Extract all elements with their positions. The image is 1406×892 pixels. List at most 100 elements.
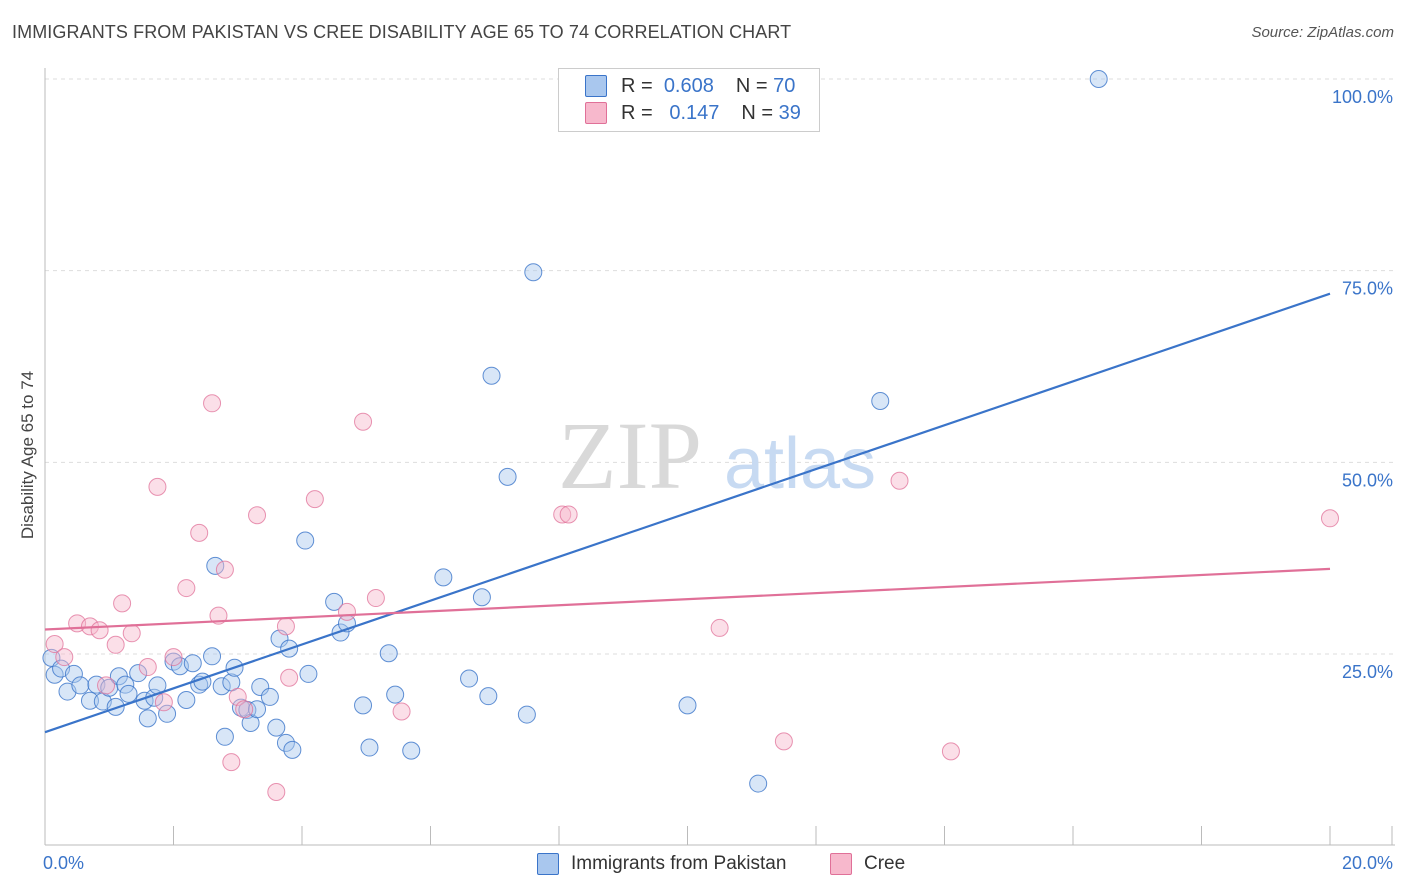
- legend-r-value-1: 0.608: [663, 74, 714, 97]
- gridlines: [45, 78, 1395, 655]
- bottom-legend-swatch-blue: [537, 853, 559, 875]
- point-pakistan: [325, 592, 344, 611]
- point-cree: [203, 394, 222, 413]
- point-cree: [122, 624, 141, 643]
- trend-lines: [44, 292, 1331, 734]
- legend-row-cree: R = 0.147 N = 39: [585, 100, 801, 126]
- point-pakistan: [71, 676, 90, 695]
- point-pakistan: [203, 647, 222, 666]
- point-cree: [305, 490, 324, 509]
- point-cree: [267, 783, 286, 801]
- y-tick-label: 50.0%: [1342, 470, 1393, 490]
- point-pakistan: [402, 741, 421, 760]
- point-pakistan: [386, 685, 405, 704]
- point-cree: [354, 412, 373, 431]
- point-pakistan: [129, 664, 148, 683]
- bottom-legend-cree: Cree: [830, 852, 905, 876]
- point-cree: [222, 753, 241, 772]
- y-tick-label: 75.0%: [1342, 279, 1393, 299]
- point-pakistan: [299, 664, 318, 683]
- point-pakistan: [678, 696, 697, 715]
- point-pakistan: [434, 568, 453, 587]
- bottom-legend-label-cree: Cree: [864, 853, 906, 874]
- point-pakistan: [871, 392, 890, 410]
- point-cree: [209, 606, 228, 625]
- legend-r-label: R =: [621, 101, 653, 124]
- watermark: ZIP atlas: [558, 402, 876, 509]
- legend-row-pakistan: R = 0.608 N = 70: [585, 73, 795, 99]
- legend-r-value-2: 0.147: [669, 101, 720, 124]
- point-cree: [337, 602, 356, 621]
- trend-line-pakistan: [44, 292, 1331, 734]
- point-cree: [113, 594, 132, 613]
- point-cree: [890, 471, 909, 490]
- point-cree: [164, 648, 183, 667]
- point-cree: [280, 668, 299, 687]
- point-cree: [392, 702, 411, 721]
- point-cree: [248, 506, 267, 525]
- legend-n-value-2: 39: [778, 101, 801, 124]
- point-cree: [276, 617, 295, 636]
- point-cree: [55, 648, 74, 667]
- point-pakistan: [177, 691, 196, 709]
- point-cree: [148, 477, 167, 496]
- point-pakistan: [276, 733, 295, 752]
- bottom-legend-swatch-pink: [830, 853, 852, 875]
- point-cree: [235, 700, 254, 719]
- point-pakistan: [296, 531, 315, 550]
- point-cree: [559, 505, 578, 524]
- legend-r-label: R =: [621, 74, 653, 97]
- trend-line-cree: [44, 567, 1331, 631]
- point-pakistan: [472, 588, 491, 607]
- point-pakistan: [164, 652, 183, 671]
- y-tick-label: 100.0%: [1332, 87, 1393, 107]
- point-pakistan: [517, 705, 536, 724]
- point-pakistan: [460, 669, 479, 688]
- point-pakistan: [206, 556, 225, 575]
- point-cree: [177, 579, 196, 598]
- point-cree: [90, 621, 109, 640]
- bottom-legend-label-pakistan: Immigrants from Pakistan: [571, 853, 787, 874]
- point-pakistan: [260, 687, 279, 706]
- legend-n-label: N =: [741, 101, 774, 124]
- point-pakistan: [482, 366, 501, 385]
- point-pakistan: [106, 697, 125, 716]
- point-pakistan: [283, 740, 302, 759]
- point-pakistan: [248, 700, 267, 719]
- point-pakistan: [183, 654, 202, 673]
- point-pakistan: [251, 677, 270, 696]
- point-pakistan: [158, 704, 177, 723]
- point-pakistan: [80, 691, 99, 710]
- point-pakistan: [331, 623, 350, 642]
- point-pakistan: [498, 467, 517, 486]
- legend-n-value-1: 70: [773, 74, 796, 97]
- point-pakistan: [354, 696, 373, 715]
- watermark-atlas: atlas: [724, 424, 876, 504]
- y-tick-label: 25.0%: [1342, 662, 1393, 682]
- chart-title: IMMIGRANTS FROM PAKISTAN VS CREE DISABIL…: [12, 22, 792, 42]
- point-pakistan: [479, 687, 498, 706]
- tick-labels: 25.0% 50.0% 75.0% 100.0% 0.0% 20.0%: [43, 87, 1393, 873]
- point-cree: [138, 658, 157, 677]
- point-pakistan: [379, 644, 398, 663]
- point-cree: [97, 676, 116, 695]
- point-cree: [154, 693, 173, 712]
- x-tick-label-max: 20.0%: [1342, 853, 1393, 873]
- axes: [44, 68, 1395, 846]
- watermark-zip: ZIP: [558, 402, 702, 509]
- legend: R = 0.608 N = 70 R = 0.147 N = 39: [558, 68, 820, 132]
- point-pakistan: [267, 718, 286, 737]
- x-tick-label-min: 0.0%: [43, 853, 84, 873]
- source-label: Source: ZipAtlas.com: [1251, 24, 1394, 41]
- point-cree: [106, 635, 125, 654]
- point-cree: [1321, 509, 1339, 528]
- point-cree: [366, 589, 385, 608]
- point-pakistan: [524, 263, 543, 282]
- legend-swatch-pink: [585, 102, 607, 124]
- series-cree-points: [45, 394, 1339, 801]
- point-pakistan: [138, 709, 157, 728]
- point-pakistan: [119, 684, 138, 703]
- point-pakistan: [749, 774, 768, 793]
- point-cree: [215, 560, 234, 579]
